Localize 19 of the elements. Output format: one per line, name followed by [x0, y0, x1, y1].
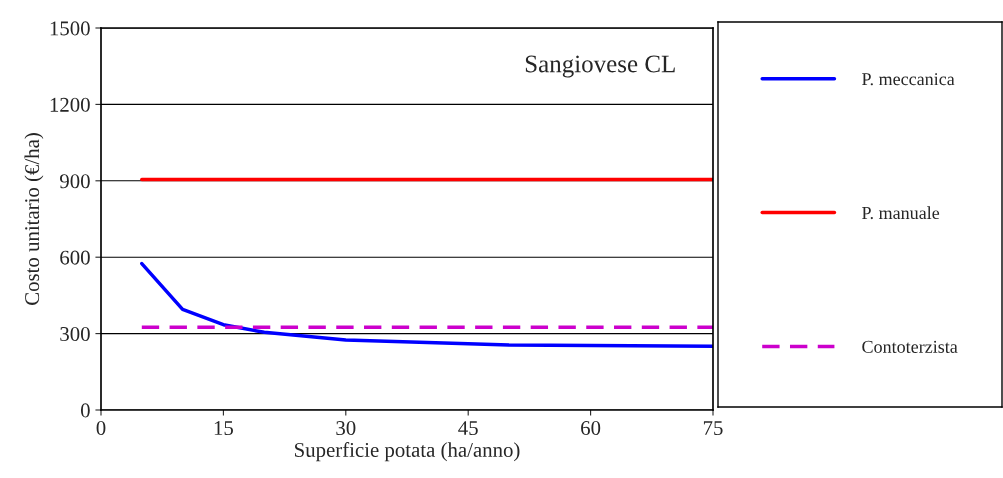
legend-label: P. meccanica [862, 73, 955, 86]
x-tick-label: 30 [336, 421, 356, 436]
text: Sangiovese CL [525, 55, 675, 78]
x-tick-label: 60 [581, 421, 601, 436]
y-tick-label: 1200 [50, 97, 90, 112]
y-tick-label: 1500 [50, 21, 90, 36]
y-tick-label: 300 [60, 326, 90, 342]
x-tick-label: 75 [703, 421, 723, 436]
y-tick-label: 0 [80, 403, 90, 418]
x-tick-label: 0 [96, 421, 106, 436]
line-series [140, 261, 713, 349]
y-axis-title: Costo unitario (€/ha) [24, 133, 44, 305]
y-tick-label: 900 [60, 174, 90, 189]
legend-label: Contoterzista [862, 340, 958, 353]
legend-label: P. manuale [862, 206, 940, 220]
y-tick-label: 600 [60, 250, 90, 265]
x-tick-label: 15 [214, 421, 233, 436]
x-tick-label: 45 [458, 421, 478, 436]
x-axis-title: Superficie potata (ha/anno) [295, 442, 520, 462]
